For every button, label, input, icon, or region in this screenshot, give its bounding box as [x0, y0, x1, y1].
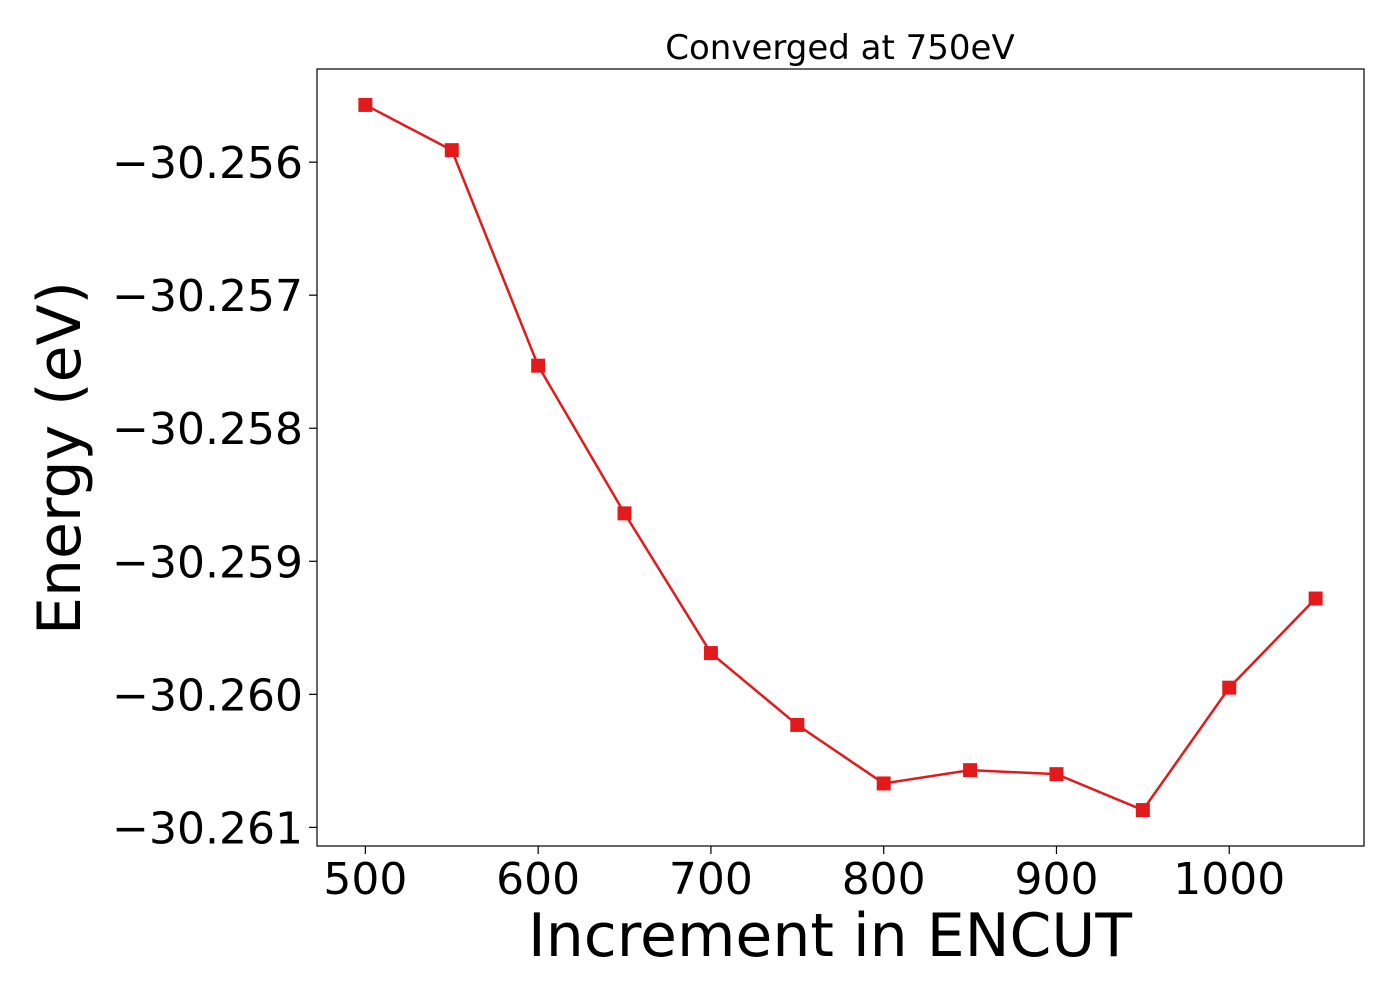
plot-area-frame [316, 68, 1365, 847]
x-tick-label: 600 [496, 854, 580, 905]
y-tick-label: −30.258 [112, 404, 303, 455]
x-axis: 500 600 700 800 900 1000 [323, 846, 1285, 905]
y-tick-label: −30.256 [112, 138, 303, 189]
x-tick-label: 900 [1014, 854, 1098, 905]
y-tick-label: −30.260 [112, 670, 303, 721]
data-point-500 [358, 97, 373, 112]
y-axis: −30.256 −30.257 −30.258 −30.259 −30.260 −30.2… [112, 138, 317, 854]
data-point-650 [617, 506, 632, 521]
data-point-950 [1135, 803, 1150, 818]
data-point-750 [790, 717, 805, 732]
x-tick-label: 700 [669, 854, 753, 905]
data-point-900 [1049, 767, 1064, 782]
data-point-1050 [1308, 591, 1323, 606]
chart-title: Converged at 750eV [665, 28, 1014, 68]
data-point-800 [876, 776, 891, 791]
y-axis-label: Energy (eV) [25, 281, 95, 635]
data-point-1000 [1222, 680, 1237, 695]
x-tick-label: 1000 [1173, 854, 1285, 905]
data-point-550 [444, 143, 459, 158]
data-point-700 [703, 646, 718, 661]
data-point-600 [531, 358, 546, 373]
x-tick-label: 800 [842, 854, 926, 905]
x-axis-label: Increment in ENCUT [528, 901, 1132, 971]
y-tick-label: −30.261 [112, 803, 303, 854]
series-line [364, 103, 1317, 812]
y-tick-label: −30.257 [112, 271, 303, 322]
y-tick-label: −30.259 [112, 537, 303, 588]
data-point-850 [963, 763, 978, 778]
x-tick-label: 500 [323, 854, 407, 905]
series-layer [358, 97, 1323, 818]
